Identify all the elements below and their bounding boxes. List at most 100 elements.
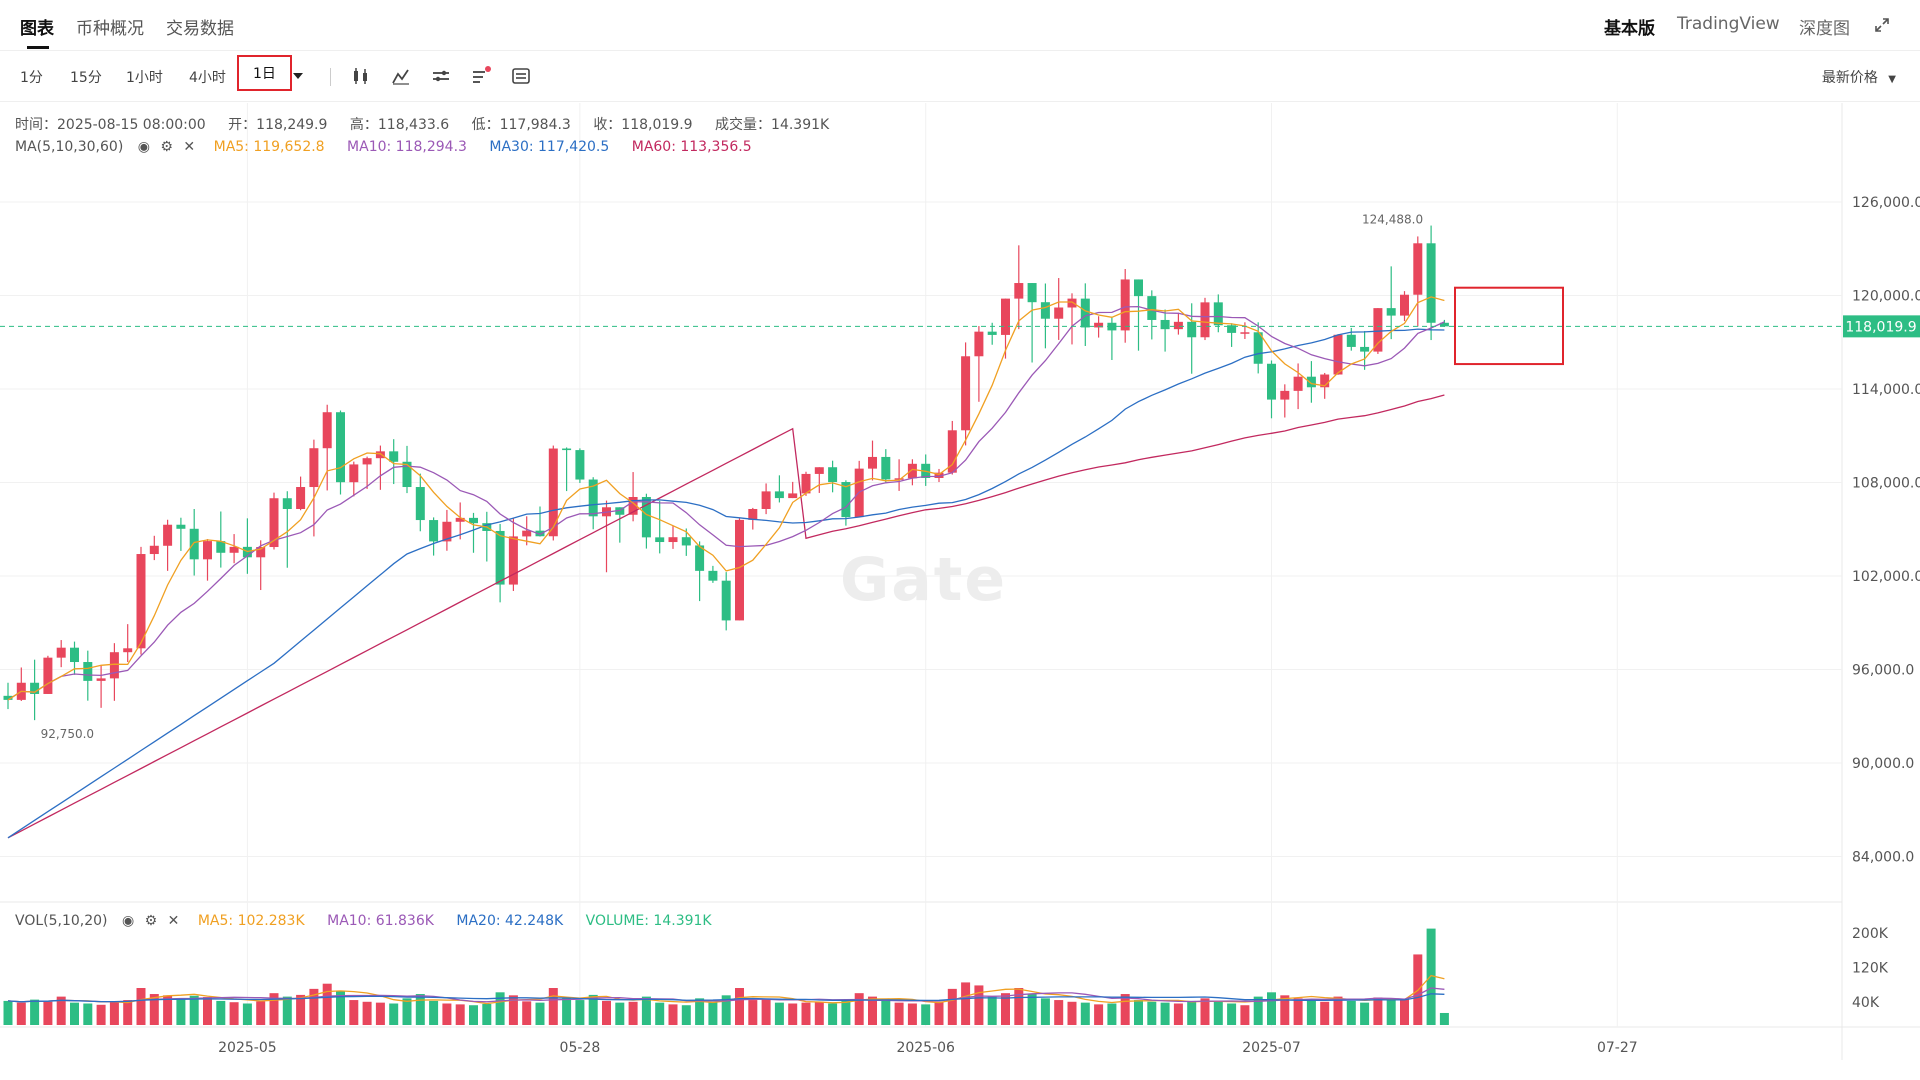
- interval-1d[interactable]: 1日: [237, 55, 292, 91]
- candle-body: [176, 524, 186, 529]
- candle: [1227, 323, 1237, 347]
- ma60-value: MA60: 113,356.5: [631, 139, 752, 155]
- candle-body: [575, 450, 585, 480]
- ma-legend: MA(5,10,30,60) ◉ ⚙ ✕ MA5: 119,652.8 MA10…: [15, 139, 770, 155]
- candle-body: [934, 472, 944, 478]
- compare-icon[interactable]: [430, 65, 452, 87]
- candle-body: [349, 464, 359, 483]
- price-type-selector[interactable]: 最新价格 ▼: [1822, 67, 1896, 87]
- candle: [402, 445, 412, 494]
- tab-tradingview[interactable]: TradingView: [1677, 14, 1780, 34]
- candle: [389, 439, 399, 485]
- candle: [641, 493, 651, 549]
- interval-15m[interactable]: 15分: [70, 70, 102, 86]
- candle-body: [442, 521, 452, 542]
- volume-bar: [30, 999, 40, 1025]
- candle-body: [947, 430, 957, 473]
- eye-icon[interactable]: ◉: [137, 139, 150, 155]
- candle-body: [814, 467, 824, 474]
- vol-close-icon[interactable]: ✕: [167, 913, 180, 929]
- volume-bar: [681, 1005, 691, 1025]
- candle-body: [1400, 294, 1409, 316]
- vol-settings-icon[interactable]: ⚙: [144, 913, 158, 929]
- volume-bar: [1014, 988, 1024, 1025]
- volume-bar: [415, 994, 425, 1025]
- volume-bar: [1160, 1002, 1170, 1025]
- tab-trading-data[interactable]: 交易数据: [166, 19, 234, 39]
- volume-bar: [242, 1003, 252, 1025]
- volume-bar: [508, 995, 518, 1025]
- candle-body: [389, 451, 399, 462]
- candle: [735, 518, 744, 621]
- candle-body: [588, 479, 598, 517]
- candle-body: [1320, 374, 1330, 388]
- volume-bar: [56, 996, 66, 1025]
- close-icon[interactable]: ✕: [183, 139, 196, 155]
- volume-bar: [322, 983, 332, 1025]
- volume-bar: [774, 1002, 784, 1025]
- volume-bar: [907, 1003, 917, 1025]
- candle: [56, 640, 66, 668]
- candle: [43, 655, 53, 694]
- candle: [216, 511, 226, 568]
- tab-basic[interactable]: 基本版: [1604, 19, 1655, 39]
- volume-bar: [1094, 1004, 1104, 1025]
- tab-chart[interactable]: 图表: [20, 19, 54, 39]
- y-tick-label: 90,000.0: [1852, 756, 1914, 772]
- interval-4h[interactable]: 4小时: [189, 70, 226, 86]
- candle: [349, 461, 359, 497]
- candle-body: [1253, 332, 1263, 364]
- candle-body: [216, 541, 226, 553]
- candle: [575, 448, 585, 483]
- ohlc-low: 低：117,984.3: [471, 117, 571, 133]
- settings-gear-icon[interactable]: ⚙: [160, 139, 173, 155]
- candle-body: [801, 473, 811, 494]
- candle-body: [429, 520, 439, 542]
- candle: [242, 518, 252, 574]
- vol-ma20-line: [7, 993, 1445, 1003]
- volume-bar: [1147, 1001, 1157, 1025]
- ohlc-volume: 成交量：14.391K: [715, 117, 830, 133]
- fullscreen-icon[interactable]: [1873, 16, 1891, 34]
- candle-body: [229, 546, 239, 553]
- interval-dropdown-icon[interactable]: [292, 71, 304, 81]
- candle-body: [1054, 307, 1064, 319]
- volume-bar: [149, 994, 159, 1025]
- candle-body: [748, 508, 758, 520]
- vol-legend: VOL(5,10,20) ◉ ⚙ ✕ MA5: 102.283K MA10: 6…: [15, 913, 730, 929]
- tab-depth[interactable]: 深度图: [1799, 19, 1850, 39]
- interval-1h[interactable]: 1小时: [126, 70, 163, 86]
- volume-bar: [362, 1001, 372, 1025]
- candle: [548, 445, 558, 541]
- settings-icon[interactable]: [510, 65, 532, 87]
- candle-body: [415, 487, 425, 521]
- candle-type-icon[interactable]: [350, 65, 372, 87]
- interval-1m[interactable]: 1分: [20, 70, 43, 86]
- candle-body: [508, 536, 518, 585]
- candle-body: [322, 412, 332, 449]
- volume-bar: [1227, 1003, 1237, 1025]
- volume-bar: [1253, 996, 1263, 1025]
- volume-bar: [83, 1003, 93, 1025]
- candle: [1147, 290, 1157, 340]
- volume-bar: [1360, 1002, 1370, 1025]
- ma60-line: [7, 394, 1445, 839]
- candle-body: [1213, 302, 1223, 326]
- volume-bar: [176, 998, 186, 1025]
- volume-bar: [1373, 997, 1383, 1025]
- volume-bar: [1213, 1001, 1223, 1025]
- chevron-down-icon: ▼: [1888, 74, 1896, 85]
- ma-legend-label: MA(5,10,30,60): [15, 139, 124, 155]
- volume-bar: [788, 1003, 798, 1025]
- candle-body: [828, 467, 838, 483]
- volume-bar: [628, 1001, 638, 1025]
- drawing-icon[interactable]: [470, 65, 492, 87]
- tab-coin-overview[interactable]: 币种概况: [76, 19, 144, 39]
- volume-bar: [1134, 1000, 1143, 1025]
- indicator-icon[interactable]: [390, 65, 412, 87]
- vol-eye-icon[interactable]: ◉: [121, 913, 135, 929]
- candle: [721, 572, 731, 631]
- candle: [282, 491, 292, 568]
- candle-body: [1200, 302, 1210, 338]
